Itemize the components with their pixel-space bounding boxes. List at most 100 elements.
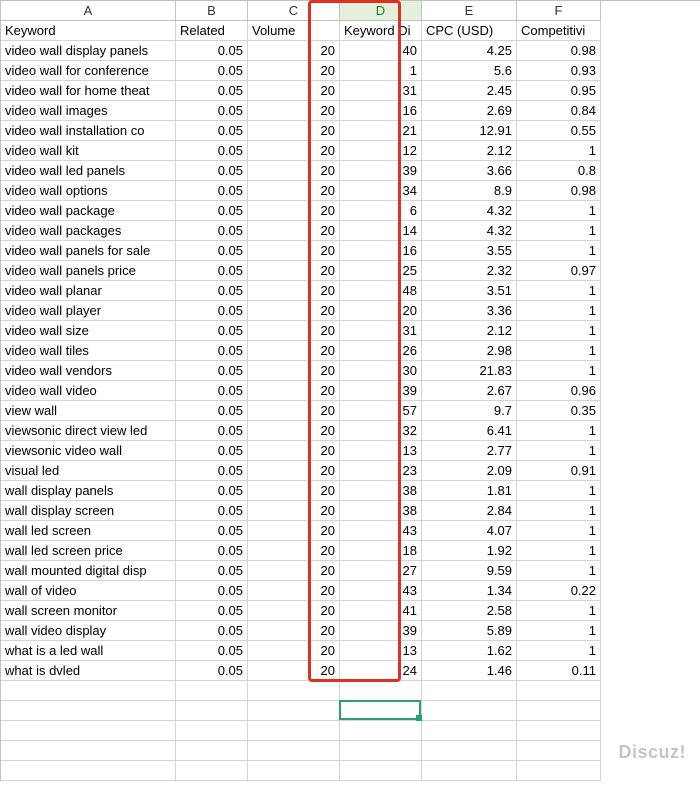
cell-D-33[interactable]: 24 xyxy=(340,661,422,681)
cell-empty[interactable] xyxy=(248,761,340,781)
cell-A-8[interactable]: video wall led panels xyxy=(1,161,176,181)
field-header-A[interactable]: Keyword xyxy=(1,21,176,41)
cell-empty[interactable] xyxy=(176,681,248,701)
cell-C-5[interactable]: 20 xyxy=(248,101,340,121)
cell-empty[interactable] xyxy=(176,761,248,781)
cell-B-31[interactable]: 0.05 xyxy=(176,621,248,641)
cell-F-7[interactable]: 1 xyxy=(517,141,601,161)
cell-D-13[interactable]: 25 xyxy=(340,261,422,281)
cell-A-17[interactable]: video wall tiles xyxy=(1,341,176,361)
cell-B-25[interactable]: 0.05 xyxy=(176,501,248,521)
cell-D-25[interactable]: 38 xyxy=(340,501,422,521)
cell-A-4[interactable]: video wall for home theat xyxy=(1,81,176,101)
cell-A-18[interactable]: video wall vendors xyxy=(1,361,176,381)
cell-D-28[interactable]: 27 xyxy=(340,561,422,581)
cell-E-22[interactable]: 2.77 xyxy=(422,441,517,461)
cell-B-29[interactable]: 0.05 xyxy=(176,581,248,601)
cell-C-28[interactable]: 20 xyxy=(248,561,340,581)
cell-B-2[interactable]: 0.05 xyxy=(176,41,248,61)
cell-C-3[interactable]: 20 xyxy=(248,61,340,81)
cell-empty[interactable] xyxy=(517,701,601,721)
cell-D-2[interactable]: 40 xyxy=(340,41,422,61)
cell-B-27[interactable]: 0.05 xyxy=(176,541,248,561)
cell-F-28[interactable]: 1 xyxy=(517,561,601,581)
cell-A-21[interactable]: viewsonic direct view led xyxy=(1,421,176,441)
cell-B-16[interactable]: 0.05 xyxy=(176,321,248,341)
cell-B-4[interactable]: 0.05 xyxy=(176,81,248,101)
cell-E-33[interactable]: 1.46 xyxy=(422,661,517,681)
cell-A-28[interactable]: wall mounted digital disp xyxy=(1,561,176,581)
cell-D-16[interactable]: 31 xyxy=(340,321,422,341)
cell-E-29[interactable]: 1.34 xyxy=(422,581,517,601)
cell-E-5[interactable]: 2.69 xyxy=(422,101,517,121)
cell-E-4[interactable]: 2.45 xyxy=(422,81,517,101)
cell-A-2[interactable]: video wall display panels xyxy=(1,41,176,61)
cell-D-21[interactable]: 32 xyxy=(340,421,422,441)
cell-A-16[interactable]: video wall size xyxy=(1,321,176,341)
cell-B-33[interactable]: 0.05 xyxy=(176,661,248,681)
cell-empty[interactable] xyxy=(1,721,176,741)
cell-A-10[interactable]: video wall package xyxy=(1,201,176,221)
cell-F-3[interactable]: 0.93 xyxy=(517,61,601,81)
cell-D-12[interactable]: 16 xyxy=(340,241,422,261)
cell-F-6[interactable]: 0.55 xyxy=(517,121,601,141)
cell-A-9[interactable]: video wall options xyxy=(1,181,176,201)
cell-E-17[interactable]: 2.98 xyxy=(422,341,517,361)
cell-A-20[interactable]: view wall xyxy=(1,401,176,421)
cell-A-27[interactable]: wall led screen price xyxy=(1,541,176,561)
cell-F-27[interactable]: 1 xyxy=(517,541,601,561)
cell-B-12[interactable]: 0.05 xyxy=(176,241,248,261)
cell-F-17[interactable]: 1 xyxy=(517,341,601,361)
cell-C-9[interactable]: 20 xyxy=(248,181,340,201)
cell-empty[interactable] xyxy=(1,761,176,781)
cell-D-6[interactable]: 21 xyxy=(340,121,422,141)
cell-D-15[interactable]: 20 xyxy=(340,301,422,321)
cell-B-21[interactable]: 0.05 xyxy=(176,421,248,441)
cell-empty[interactable] xyxy=(422,741,517,761)
cell-B-5[interactable]: 0.05 xyxy=(176,101,248,121)
cell-A-12[interactable]: video wall panels for sale xyxy=(1,241,176,261)
cell-B-22[interactable]: 0.05 xyxy=(176,441,248,461)
cell-F-29[interactable]: 0.22 xyxy=(517,581,601,601)
cell-A-6[interactable]: video wall installation co xyxy=(1,121,176,141)
cell-F-19[interactable]: 0.96 xyxy=(517,381,601,401)
cell-E-23[interactable]: 2.09 xyxy=(422,461,517,481)
column-header-B[interactable]: B xyxy=(176,1,248,21)
column-header-D[interactable]: D xyxy=(340,1,422,21)
cell-A-13[interactable]: video wall panels price xyxy=(1,261,176,281)
cell-F-18[interactable]: 1 xyxy=(517,361,601,381)
cell-C-7[interactable]: 20 xyxy=(248,141,340,161)
cell-F-9[interactable]: 0.98 xyxy=(517,181,601,201)
cell-B-13[interactable]: 0.05 xyxy=(176,261,248,281)
cell-F-11[interactable]: 1 xyxy=(517,221,601,241)
cell-empty[interactable] xyxy=(422,721,517,741)
cell-empty[interactable] xyxy=(1,741,176,761)
cell-F-32[interactable]: 1 xyxy=(517,641,601,661)
cell-C-32[interactable]: 20 xyxy=(248,641,340,661)
cell-B-19[interactable]: 0.05 xyxy=(176,381,248,401)
cell-D-24[interactable]: 38 xyxy=(340,481,422,501)
cell-C-23[interactable]: 20 xyxy=(248,461,340,481)
cell-C-19[interactable]: 20 xyxy=(248,381,340,401)
cell-C-15[interactable]: 20 xyxy=(248,301,340,321)
cell-C-31[interactable]: 20 xyxy=(248,621,340,641)
cell-C-20[interactable]: 20 xyxy=(248,401,340,421)
cell-empty[interactable] xyxy=(517,761,601,781)
cell-B-14[interactable]: 0.05 xyxy=(176,281,248,301)
cell-C-6[interactable]: 20 xyxy=(248,121,340,141)
cell-E-16[interactable]: 2.12 xyxy=(422,321,517,341)
cell-empty[interactable] xyxy=(340,761,422,781)
cell-B-17[interactable]: 0.05 xyxy=(176,341,248,361)
cell-F-10[interactable]: 1 xyxy=(517,201,601,221)
cell-C-21[interactable]: 20 xyxy=(248,421,340,441)
cell-E-24[interactable]: 1.81 xyxy=(422,481,517,501)
cell-E-14[interactable]: 3.51 xyxy=(422,281,517,301)
cell-D-27[interactable]: 18 xyxy=(340,541,422,561)
cell-D-26[interactable]: 43 xyxy=(340,521,422,541)
field-header-B[interactable]: Related xyxy=(176,21,248,41)
cell-F-26[interactable]: 1 xyxy=(517,521,601,541)
cell-D-18[interactable]: 30 xyxy=(340,361,422,381)
cell-D-23[interactable]: 23 xyxy=(340,461,422,481)
cell-C-30[interactable]: 20 xyxy=(248,601,340,621)
column-header-F[interactable]: F xyxy=(517,1,601,21)
